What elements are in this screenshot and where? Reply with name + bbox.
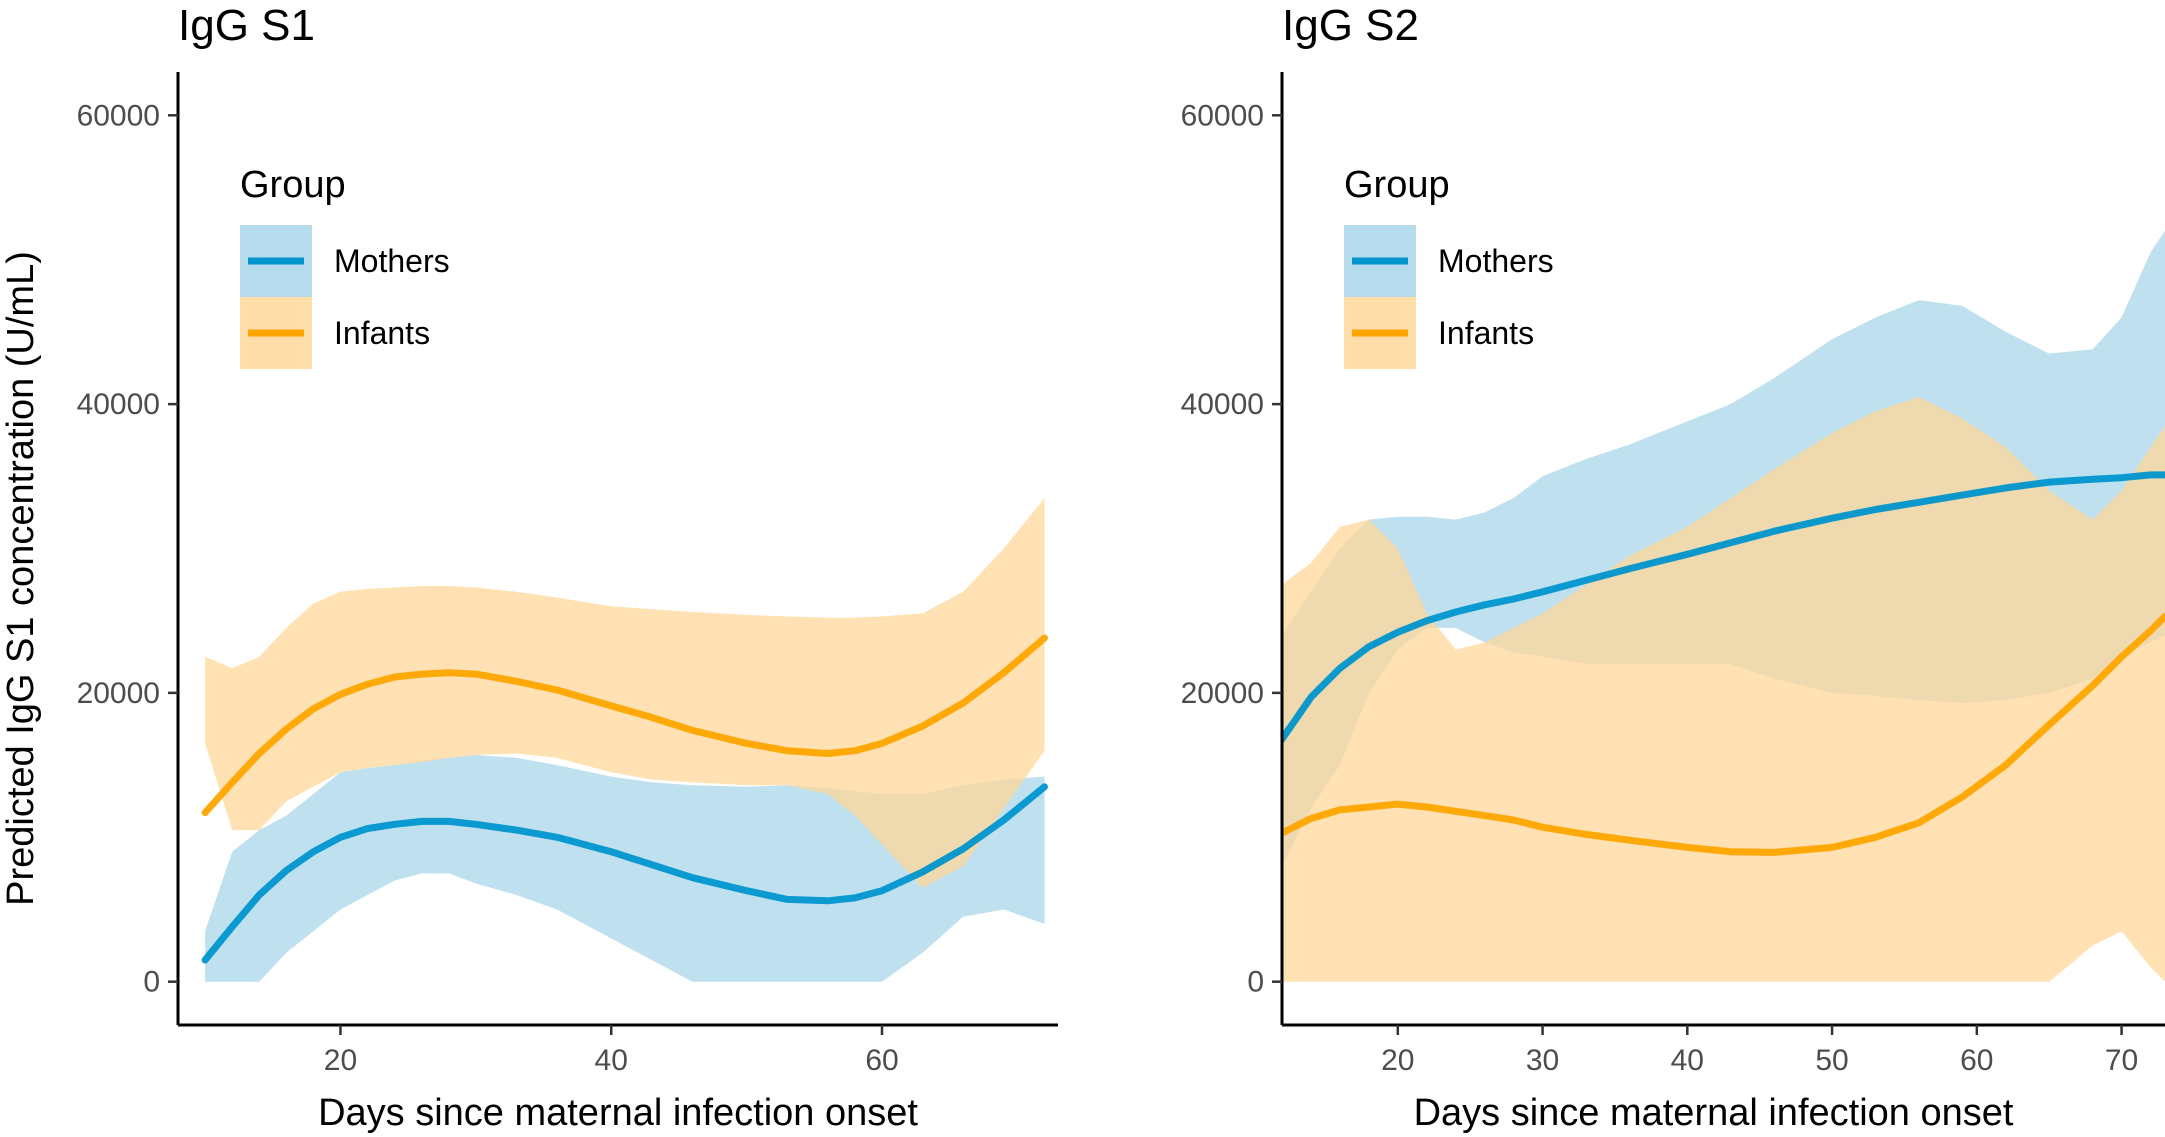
- x-tick-label: 20: [1381, 1044, 1414, 1077]
- x-tick-label: 60: [1960, 1044, 1993, 1077]
- y-tick-label: 0: [143, 966, 160, 999]
- x-axis-title: Days since maternal infection onset: [1414, 1092, 2014, 1134]
- legend-label-mothers: Mothers: [334, 243, 450, 279]
- x-axis-title: Days since maternal infection onset: [318, 1092, 918, 1134]
- x-tick-label: 20: [324, 1044, 357, 1077]
- legend-label-mothers: Mothers: [1438, 243, 1554, 279]
- y-tick-label: 60000: [1181, 99, 1264, 132]
- plot-area: [201, 498, 1048, 982]
- mothers-trend-line: [1282, 471, 2165, 743]
- x-tick-label: 30: [1526, 1044, 1559, 1077]
- legend: Group Mothers Infants: [240, 164, 450, 369]
- legend-label-infants: Infants: [334, 315, 430, 351]
- legend: Group Mothers Infants: [1344, 164, 1554, 369]
- panel-igg-s1: 0 20000 40000 60000 20 40 60 IgG S1 Days since m…: [0, 1, 1058, 1134]
- x-tick-label: 50: [1815, 1044, 1848, 1077]
- infants-confidence-band: [205, 498, 1045, 888]
- x-tick-label: 40: [595, 1044, 628, 1077]
- x-tick-label: 40: [1671, 1044, 1704, 1077]
- y-axis-title: Predicted IgG S1 concentration (U/mL): [0, 251, 42, 906]
- infants-confidence-band: [1282, 396, 2165, 982]
- legend-title: Group: [1344, 164, 1450, 206]
- panel-title: IgG S2: [1282, 1, 1419, 50]
- y-tick-label: 40000: [77, 388, 160, 421]
- y-tick-label: 20000: [77, 677, 160, 710]
- panel-title: IgG S1: [178, 1, 315, 50]
- legend-label-infants: Infants: [1438, 315, 1534, 351]
- mothers-confidence-band: [205, 755, 1045, 982]
- plot-area: [1282, 230, 2165, 982]
- y-tick-label: 40000: [1181, 388, 1264, 421]
- x-tick-label: 60: [865, 1044, 898, 1077]
- x-tick-label: 70: [2105, 1044, 2138, 1077]
- legend-title: Group: [240, 164, 346, 206]
- y-tick-label: 60000: [77, 99, 160, 132]
- y-tick-label: 0: [1247, 966, 1264, 999]
- y-tick-label: 20000: [1181, 677, 1264, 710]
- panel-igg-s2: 0 20000 40000 60000 20 30 40 50 60 70 IgG S2 Days s…: [1181, 1, 2165, 1134]
- infants-trend-line: [201, 634, 1048, 817]
- mothers-trend-line: [201, 783, 1048, 964]
- infants-trend-line: [1282, 612, 2165, 856]
